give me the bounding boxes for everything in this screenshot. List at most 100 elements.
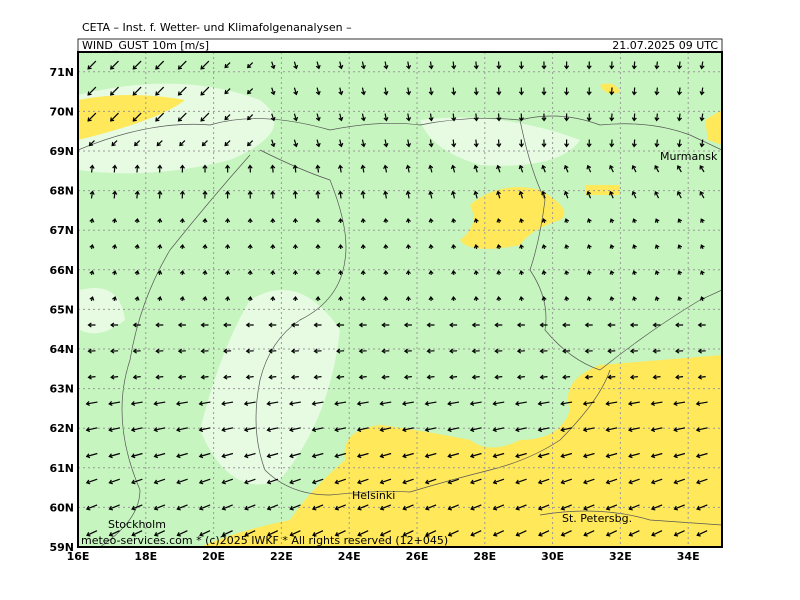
wind-arrow [697,322,706,328]
wind-arrow [650,452,663,459]
wind-arrow [654,218,660,224]
coastline [99,154,251,547]
wind-arrow [89,270,95,276]
wind-arrow [315,87,321,96]
wind-arrow [401,400,414,407]
wind-arrow [469,400,482,407]
wind-arrow [334,452,347,459]
wind-arrow [223,348,232,354]
wind-arrow [336,322,345,328]
wind-arrow [473,113,479,122]
wind-arrow [270,269,276,276]
border [519,119,601,371]
wind-arrow [85,400,98,407]
light-area [80,288,125,334]
wind-arrow [584,322,593,328]
wind-arrow [288,400,301,407]
wind-arrow [225,217,231,224]
wind-arrow [153,530,166,537]
wind-arrow [541,113,547,122]
wind-arrow [447,478,459,485]
wind-arrow [88,140,95,147]
wind-arrow [292,217,298,224]
wind-arrow [447,504,459,511]
wind-arrow [292,190,298,199]
wind-arrow [564,139,570,148]
light-area [200,290,340,485]
wind-arrow [270,295,276,302]
wind-arrow [202,217,208,224]
wind-arrow [406,61,412,70]
wind-arrow [652,374,661,380]
wind-arrow [360,295,366,302]
wind-arrow [379,530,392,537]
wind-arrow [109,112,119,122]
wind-arrow [699,87,705,96]
wind-arrow [519,218,524,224]
wind-arrow [293,61,299,70]
wind-arrow [381,348,390,354]
wind-arrow [652,348,661,354]
wind-arrow [87,60,97,70]
wind-arrow [111,140,118,147]
wind-arrow [270,243,276,250]
lat-label: 67N [49,224,74,237]
lat-label: 70N [49,105,74,118]
wind-arrow [605,504,618,511]
wind-arrow [406,139,412,148]
wind-arrow [134,244,140,250]
wind-arrow [223,322,232,328]
wind-arrow [134,190,140,199]
wind-arrow [562,348,571,354]
wind-arrow [450,164,456,173]
wind-arrow [470,530,482,537]
wind-arrow [676,139,682,148]
wind-arrow [176,427,188,433]
wind-arrow [537,427,550,433]
wind-arrow [654,296,660,302]
wind-arrow [449,322,458,328]
wind-arrow [494,348,503,354]
wind-arrow [492,452,505,459]
wind-arrow [338,295,344,302]
wind-arrow [402,427,414,433]
lon-label: 22E [270,550,293,563]
wind-arrow [270,113,276,122]
wind-arrow [654,87,660,96]
wind-arrow [270,217,276,224]
wind-arrow [563,190,569,199]
wind-arrow [383,113,389,122]
wind-arrow [699,165,705,173]
wind-arrow [541,139,547,148]
wind-arrow [586,113,592,122]
wind-arrow [673,530,685,537]
wind-arrow [358,348,367,354]
wind-arrow [110,348,119,354]
wind-arrow [313,322,322,328]
wind-arrow [676,61,682,70]
wind-arrow [337,164,343,173]
wind-arrow [360,113,366,122]
wind-arrow [654,61,660,70]
wind-arrow [471,374,480,380]
wind-arrow [447,530,459,537]
wind-arrow [424,427,437,433]
wind-arrow [496,164,501,173]
wind-arrow [176,504,188,511]
wind-arrow [699,113,705,122]
wind-arrow [676,165,682,173]
wind-arrow [201,140,208,147]
wind-arrow [360,61,366,70]
wind-arrow [515,427,527,433]
wind-arrow [516,348,525,354]
wind-arrow [537,452,550,459]
wind-arrow [243,400,256,407]
wind-arrow [290,374,299,380]
wind-arrow [245,322,254,328]
wind-arrow [605,530,618,537]
wind-arrow [311,427,324,433]
wind-arrow [270,139,276,148]
wind-arrow [541,190,547,199]
wind-arrow [266,452,279,459]
